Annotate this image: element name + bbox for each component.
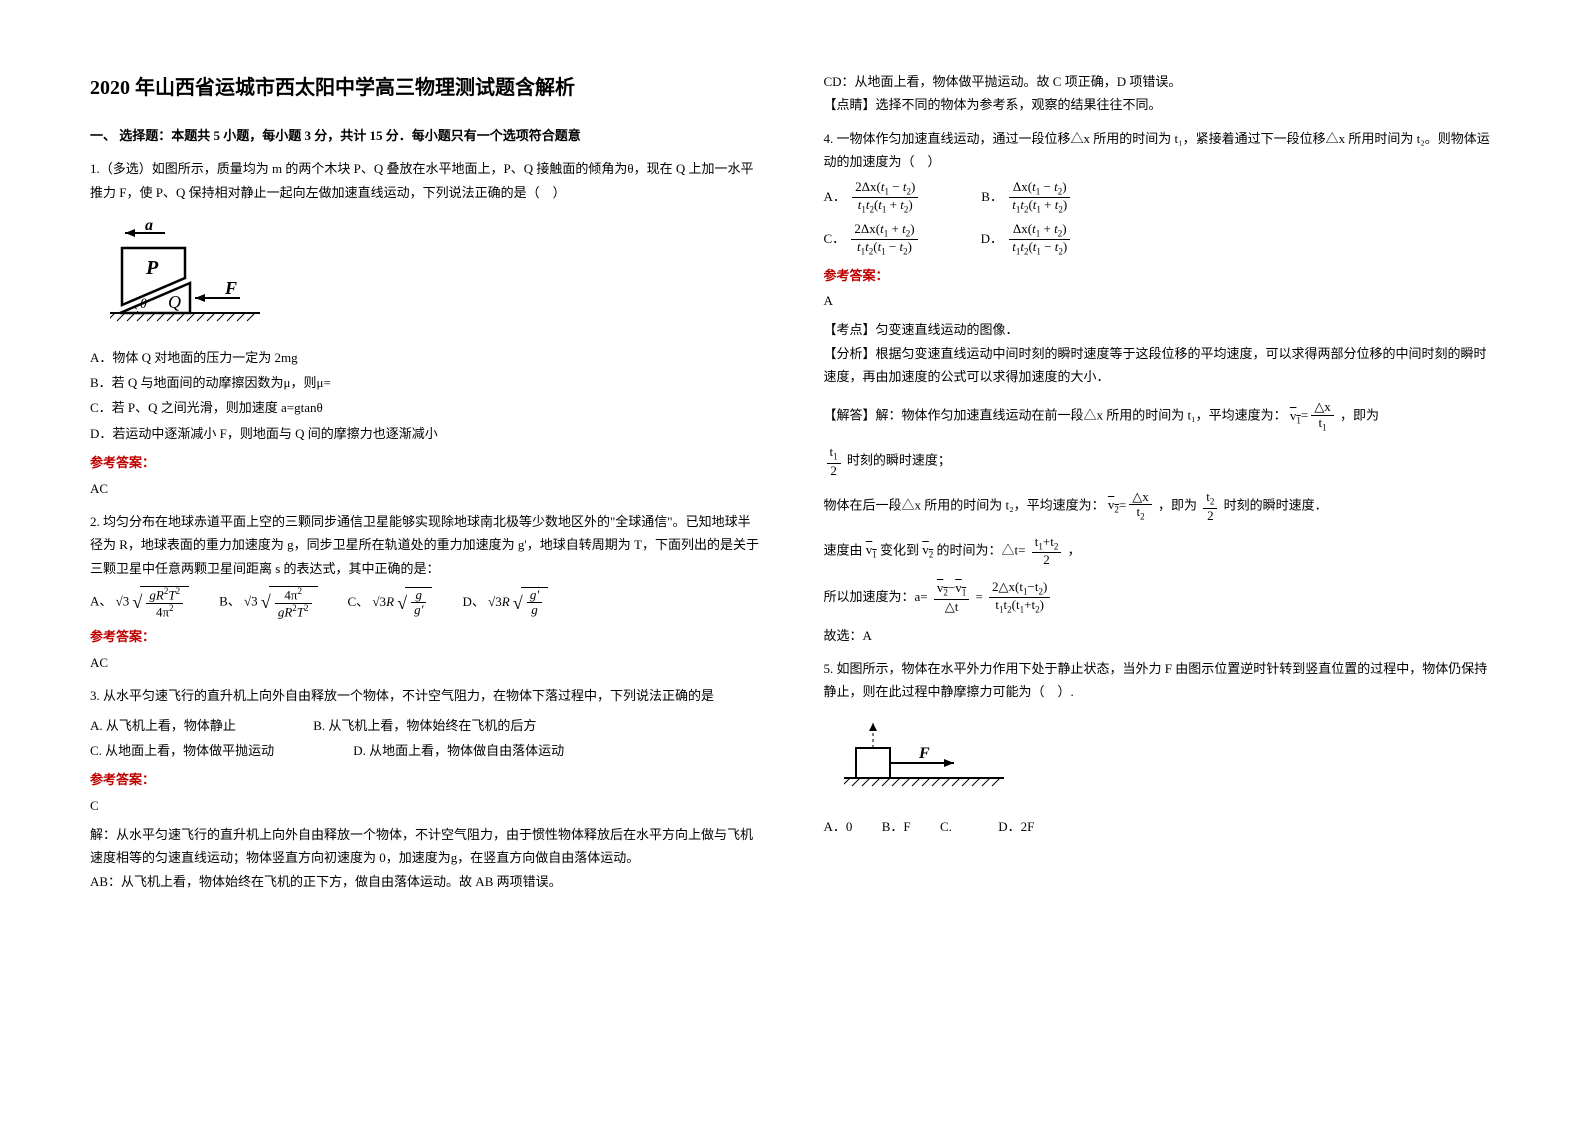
q3-option-b: B. 从飞机上看，物体始终在飞机的后方 [313,718,536,733]
question-5: 5. 如图所示，物体在水平外力作用下处于静止状态，当外力 F 由图示位置逆时针转… [824,657,1498,839]
question-1: 1.（多选）如图所示，质量均为 m 的两个木块 P、Q 叠放在水平地面上，P、Q… [90,157,764,500]
q1-answer: AC [90,477,764,500]
q1-option-a: A．物体 Q 对地面的压力一定为 2mg [90,346,764,369]
label-bp: B． [981,189,1003,204]
q2-stem: 2. 均匀分布在地球赤道平面上空的三颗同步通信卫星能够实现除地球南北极等少数地区… [90,510,764,580]
q2-choice-b: B、 √3 4π2gR2T2 [219,586,317,619]
q2-choice-a: A、 √3 gR2T24π2 [90,586,189,619]
question-4: 4. 一物体作匀加速直线运动，通过一段位移△x 所用的时间为 t₁，紧接着通过下… [824,127,1498,647]
q3-options-row2: C. 从地面上看，物体做平抛运动 D. 从地面上看，物体做自由落体运动 [90,739,764,762]
answer-label: 参考答案： [90,625,764,648]
q1-stem: 1.（多选）如图所示，质量均为 m 的两个木块 P、Q 叠放在水平地面上，P、Q… [90,157,764,204]
svg-text:a: a [145,218,153,234]
q4-solve-seg2-tail: 时刻的瞬时速度． [1224,497,1328,512]
svg-text:F: F [918,745,930,762]
q5-option-c: C. [940,815,995,838]
q3-explain-4: 【点睛】选择不同的物体为参考系，观察的结果往往不同。 [824,93,1498,116]
q4-solve-dv-post: 的时间为：△t= [937,542,1026,557]
label-a: A、 [90,594,112,609]
q4-choice-c: C． 2Δx(t1 + t2)t1t2(t1 − t2) [824,222,921,258]
q3-answer: C [90,794,764,817]
q5-option-b: B．F [882,815,937,838]
q5-stem: 5. 如图所示，物体在水平外力作用下处于静止状态，当外力 F 由图示位置逆时针转… [824,657,1498,704]
q4-choice-a: A． 2Δx(t1 − t2)t1t2(t1 + t2) [824,180,922,216]
q3-options-row1: A. 从飞机上看，物体静止 B. 从飞机上看，物体始终在飞机的后方 [90,714,764,737]
label-ap: A． [824,189,846,204]
q2-answer: AC [90,651,764,674]
q4-solve-line4: 所以加速度为：a= v2−v1△t = 2△x(t1−t2)t1t2(t1+t2… [824,580,1498,616]
q3-option-c: C. 从地面上看，物体做平抛运动 [90,739,350,762]
q1-option-c: C．若 P、Q 之间光滑，则加速度 a=gtanθ [90,396,764,419]
q3-explain-3: CD：从地面上看，物体做平抛运动。故 C 项正确，D 项错误。 [824,70,1498,93]
q4-solve-line2: 物体在后一段△x 所用的时间为 t₂，平均速度为： v2=△xt2 ，即为 t2… [824,490,1498,523]
q4-solve-line1: 【解答】解：物体作匀加速直线运动在前一段△x 所用的时间为 t₁，平均速度为： … [824,400,1498,433]
q5-diagram: F [844,718,1004,798]
q4-analysis: 【分析】根据匀变速直线运动中间时刻的瞬时速度等于这段位移的平均速度，可以求得两部… [824,342,1498,389]
svg-text:F: F [224,278,237,298]
q2-choice-d: D、 √3R g'g [462,587,548,619]
answer-label: 参考答案： [824,264,1498,287]
right-column: CD：从地面上看，物体做平抛运动。故 C 项正确，D 项错误。 【点睛】选择不同… [824,70,1498,1052]
q1-option-b: B．若 Q 与地面间的动摩擦因数为μ，则μ= [90,371,764,394]
q4-solve-line3: 速度由 v1 变化到 v2 的时间为：△t= t1+t22 ， [824,535,1498,568]
q3-explain-2: AB：从飞机上看，物体始终在飞机的正下方，做自由落体运动。故 AB 两项错误。 [90,870,764,893]
q4-solve-t12: 时刻的瞬时速度； [847,453,951,468]
q4-choice-b: B． Δx(t1 − t2)t1t2(t1 + t2) [981,180,1073,216]
q1-diagram: θ P Q a F [110,218,260,328]
svg-text:Q: Q [168,292,181,312]
doc-title: 2020 年山西省运城市西太阳中学高三物理测试题含解析 [90,70,764,106]
q2-choice-c: C、 √3R gg' [348,587,433,619]
q1-option-d: D．若运动中逐渐减小 F，则地面与 Q 间的摩擦力也逐渐减小 [90,422,764,445]
label-d: D、 [462,594,484,609]
q4-point: 【考点】匀变速直线运动的图像． [824,318,1498,341]
q5-options: A．0 B．F C. D．2F [824,815,1498,838]
answer-label: 参考答案： [90,768,764,791]
question-3: 3. 从水平匀速飞行的直升机上向外自由释放一个物体，不计空气阻力，在物体下落过程… [90,684,764,893]
q3-option-a: A. 从飞机上看，物体静止 [90,714,310,737]
q4-pick: 故选：A [824,624,1498,647]
section-1-heading: 一、 选择题：本题共 5 小题，每小题 3 分，共计 15 分．每小题只有一个选… [90,124,764,147]
q4-choice-d: D． Δx(t1 + t2)t1t2(t1 − t2) [981,222,1074,258]
svg-text:P: P [145,257,159,279]
q3-explain-1: 解：从水平匀速飞行的直升机上向外自由释放一个物体，不计空气阻力，由于惯性物体释放… [90,823,764,870]
q4-solve-seg2-pre: 物体在后一段△x 所用的时间为 t₂，平均速度为： [824,497,1105,512]
q4-choices-row2: C． 2Δx(t1 + t2)t1t2(t1 − t2) D． Δx(t1 + … [824,222,1498,258]
q4-solve-pre: 【解答】解：物体作匀加速直线运动在前一段△x 所用的时间为 t₁，平均速度为： [824,408,1287,423]
label-cp: C． [824,231,846,246]
question-2: 2. 均匀分布在地球赤道平面上空的三颗同步通信卫星能够实现除地球南北极等少数地区… [90,510,764,674]
q5-option-a: A．0 [824,815,879,838]
q2-choices: A、 √3 gR2T24π2 B、 √3 4π2gR2T2 C、 √3R gg'… [90,586,764,619]
label-b: B、 [219,594,241,609]
q4-solve-a-pre: 所以加速度为：a= [824,589,931,604]
label-c: C、 [348,594,370,609]
q4-solve-seg2-post: ，即为 [1158,497,1200,512]
q4-choices-row1: A． 2Δx(t1 − t2)t1t2(t1 + t2) B． Δx(t1 − … [824,180,1498,216]
q5-option-d: D．2F [998,815,1053,838]
q3-option-d: D. 从地面上看，物体做自由落体运动 [353,743,564,758]
q4-solve-mid1: ，即为 [1340,408,1379,423]
q4-solve-dv-pre: 速度由 [824,542,863,557]
label-dp: D． [981,231,1003,246]
q4-answer: A [824,289,1498,312]
q4-solve-dv-tail: ， [1068,542,1081,557]
left-column: 2020 年山西省运城市西太阳中学高三物理测试题含解析 一、 选择题：本题共 5… [90,70,764,1052]
q4-solve-line1b: t12 时刻的瞬时速度； [824,445,1498,478]
q4-stem: 4. 一物体作匀加速直线运动，通过一段位移△x 所用的时间为 t₁，紧接着通过下… [824,127,1498,174]
answer-label: 参考答案： [90,451,764,474]
q4-solve-dv-mid: 变化到 [880,542,919,557]
q3-stem: 3. 从水平匀速飞行的直升机上向外自由释放一个物体，不计空气阻力，在物体下落过程… [90,684,764,707]
svg-text:θ: θ [140,297,147,312]
